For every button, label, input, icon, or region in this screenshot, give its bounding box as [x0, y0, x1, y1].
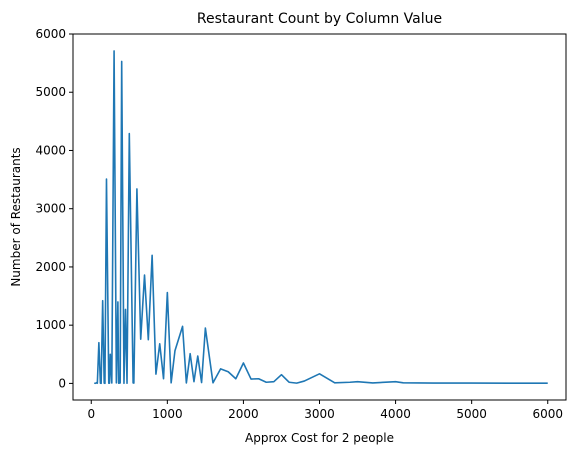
- chart-title: Restaurant Count by Column Value: [197, 11, 442, 27]
- x-tick-label: 4000: [380, 407, 411, 421]
- y-tick-label: 5000: [35, 85, 66, 99]
- x-tick-label: 1000: [152, 407, 183, 421]
- y-tick-label: 6000: [35, 27, 66, 41]
- x-tick-label: 6000: [532, 407, 563, 421]
- y-tick-label: 1000: [35, 318, 66, 332]
- y-tick-label: 0: [58, 376, 66, 390]
- y-tick-label: 4000: [35, 143, 66, 157]
- x-tick-label: 5000: [456, 407, 487, 421]
- x-axis-ticks: 0 1000 2000 3000 4000 5000 6000: [87, 400, 563, 421]
- series-line: [93, 50, 548, 385]
- y-tick-label: 3000: [35, 202, 66, 216]
- x-axis-label: Approx Cost for 2 people: [245, 431, 394, 445]
- x-tick-label: 0: [87, 407, 95, 421]
- y-axis-ticks: 0 1000 2000 3000 4000 5000 6000: [35, 27, 73, 390]
- x-tick-label: 2000: [228, 407, 259, 421]
- y-axis-label: Number of Restaurants: [9, 147, 23, 286]
- y-tick-label: 2000: [35, 260, 66, 274]
- x-tick-label: 3000: [304, 407, 335, 421]
